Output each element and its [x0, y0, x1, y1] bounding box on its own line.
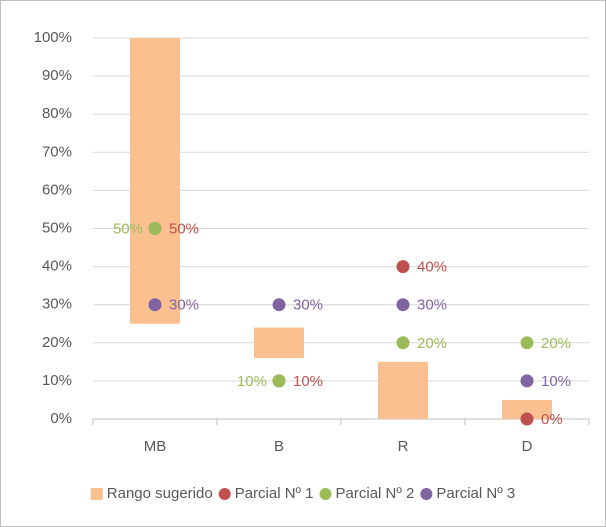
x-tick-label: R — [398, 438, 409, 455]
y-tick-label: 0% — [50, 410, 72, 427]
y-tick-label: 50% — [42, 219, 72, 236]
range-bar — [378, 361, 428, 419]
dot — [148, 298, 162, 312]
x-tick-label: D — [522, 438, 533, 455]
y-tick-label: 100% — [34, 29, 72, 46]
y-tick-label: 20% — [42, 334, 72, 351]
dot — [520, 374, 534, 388]
y-tick-label: 10% — [42, 372, 72, 389]
data-label: 20% — [417, 335, 447, 352]
y-tick-label: 40% — [42, 258, 72, 275]
legend-label: Parcial Nº 2 — [336, 485, 415, 502]
legend-label: Parcial Nº 1 — [235, 485, 314, 502]
range-bar — [130, 38, 180, 324]
data-label: 30% — [417, 297, 447, 314]
data-label: 20% — [541, 335, 571, 352]
dot — [520, 412, 534, 426]
dot — [272, 374, 286, 388]
data-label: 10% — [237, 373, 267, 390]
data-label: 50% — [169, 220, 199, 237]
x-tick-label: B — [274, 438, 284, 455]
y-tick-label: 30% — [42, 296, 72, 313]
dot — [148, 222, 162, 235]
legend-label: Rango sugerido — [107, 485, 213, 502]
dot — [396, 260, 410, 274]
range-bar — [254, 327, 304, 359]
dot — [396, 336, 410, 350]
legend-swatch — [218, 488, 231, 500]
y-tick-label: 80% — [42, 105, 72, 122]
range-bar — [502, 399, 552, 419]
legend-swatch — [319, 488, 332, 500]
legend-swatch — [90, 488, 103, 500]
legend-label: Parcial Nº 3 — [436, 485, 515, 502]
data-label: 0% — [541, 411, 563, 428]
data-label: 10% — [293, 373, 323, 390]
y-tick-label: 60% — [42, 181, 72, 198]
data-label: 10% — [541, 373, 571, 390]
legend-swatch — [420, 488, 433, 500]
y-tick-label: 70% — [42, 143, 72, 160]
dot — [272, 298, 286, 312]
x-tick-label: MB — [144, 438, 167, 455]
dot — [396, 298, 410, 312]
data-label: 50% — [113, 220, 143, 237]
data-label: 40% — [417, 259, 447, 276]
data-label: 30% — [293, 297, 323, 314]
dot — [520, 336, 534, 350]
y-tick-label: 90% — [42, 67, 72, 84]
data-label: 30% — [169, 297, 199, 314]
